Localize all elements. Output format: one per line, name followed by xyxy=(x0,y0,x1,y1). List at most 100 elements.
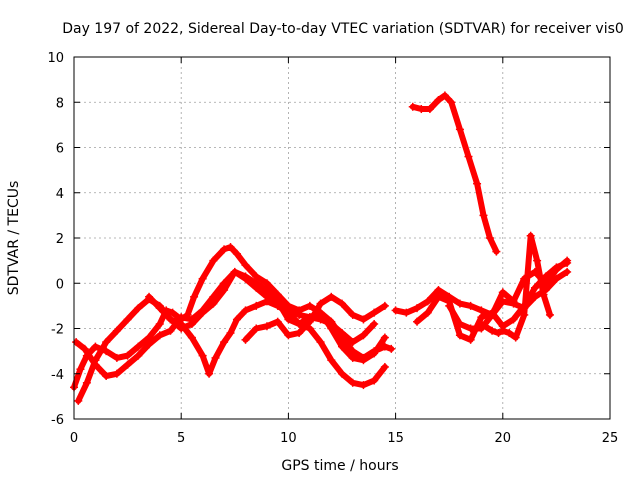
data-point xyxy=(232,249,241,258)
data-point xyxy=(74,396,83,405)
data-point xyxy=(241,274,250,283)
data-point xyxy=(80,344,89,353)
data-point xyxy=(112,353,121,362)
data-point xyxy=(198,308,207,317)
data-point xyxy=(262,322,271,331)
data-point xyxy=(134,304,143,313)
data-point xyxy=(408,102,417,111)
data-point xyxy=(348,353,357,362)
x-tick-label: 25 xyxy=(602,431,619,446)
data-point xyxy=(295,310,304,319)
data-point xyxy=(477,313,486,322)
data-point xyxy=(155,304,164,313)
data-point xyxy=(76,365,85,374)
data-point xyxy=(348,347,357,356)
data-point xyxy=(466,301,475,310)
data-point xyxy=(112,369,121,378)
data-point xyxy=(190,292,199,301)
data-point xyxy=(230,267,239,276)
data-point xyxy=(262,292,271,301)
data-point xyxy=(455,299,464,308)
data-point xyxy=(455,331,464,340)
data-point xyxy=(123,360,132,369)
data-point xyxy=(252,301,261,310)
data-point xyxy=(359,353,368,362)
x-tick-label: 20 xyxy=(495,431,512,446)
data-point xyxy=(488,326,497,335)
data-point xyxy=(295,319,304,328)
data-point xyxy=(423,308,432,317)
data-point xyxy=(380,333,389,342)
data-point xyxy=(530,283,539,292)
data-point xyxy=(241,335,250,344)
series-track-10 xyxy=(409,92,500,255)
data-point xyxy=(466,335,475,344)
data-point xyxy=(252,283,261,292)
data-point xyxy=(477,319,486,328)
data-point xyxy=(209,256,218,265)
data-point xyxy=(177,313,186,322)
data-point xyxy=(380,342,389,351)
chart-title: Day 197 of 2022, Sidereal Day-to-day VTE… xyxy=(62,21,624,37)
data-point xyxy=(387,344,396,353)
x-tick-label: 5 xyxy=(177,431,185,446)
data-point xyxy=(226,329,235,338)
data-point xyxy=(380,301,389,310)
data-point xyxy=(145,333,154,342)
series-track-3 xyxy=(75,296,388,404)
data-point xyxy=(417,105,426,114)
data-point xyxy=(359,331,368,340)
data-point xyxy=(440,91,449,100)
data-point xyxy=(177,324,186,333)
data-point xyxy=(445,301,454,310)
data-point xyxy=(316,299,325,308)
data-point xyxy=(305,301,314,310)
data-point xyxy=(155,319,164,328)
data-point xyxy=(485,234,494,242)
data-point xyxy=(533,256,542,265)
data-point xyxy=(455,319,464,328)
data-point xyxy=(447,98,456,107)
data-point xyxy=(545,310,554,319)
data-point xyxy=(391,306,400,315)
data-point xyxy=(563,267,572,276)
data-point xyxy=(520,310,529,319)
data-point xyxy=(477,306,486,315)
data-point xyxy=(187,333,196,342)
data-point xyxy=(241,306,250,315)
data-point xyxy=(434,286,443,295)
data-point xyxy=(102,372,111,381)
data-point xyxy=(187,319,196,328)
data-point xyxy=(91,356,100,365)
data-point xyxy=(134,342,143,351)
tick-layer xyxy=(73,56,611,420)
series-track-4 xyxy=(146,268,378,346)
data-point xyxy=(338,342,346,351)
data-point xyxy=(211,353,220,362)
data-point xyxy=(455,125,464,134)
data-point xyxy=(145,292,154,301)
y-tick-label: 8 xyxy=(56,96,64,111)
data-point xyxy=(198,351,207,360)
data-point xyxy=(205,369,214,378)
y-tick-label: -4 xyxy=(51,368,64,383)
data-point xyxy=(473,179,482,188)
data-point xyxy=(327,356,336,365)
data-point xyxy=(134,351,143,360)
data-point xyxy=(316,338,325,347)
data-point xyxy=(252,272,261,281)
series-layer xyxy=(70,91,572,405)
data-point xyxy=(112,326,121,335)
data-point xyxy=(123,315,132,324)
data-point xyxy=(155,331,164,340)
data-point xyxy=(509,297,518,306)
data-point xyxy=(492,247,501,256)
data-point xyxy=(284,331,293,340)
data-point xyxy=(295,329,304,338)
data-point xyxy=(316,315,325,324)
data-point xyxy=(413,317,422,326)
data-point xyxy=(305,317,314,326)
data-point xyxy=(359,381,368,390)
